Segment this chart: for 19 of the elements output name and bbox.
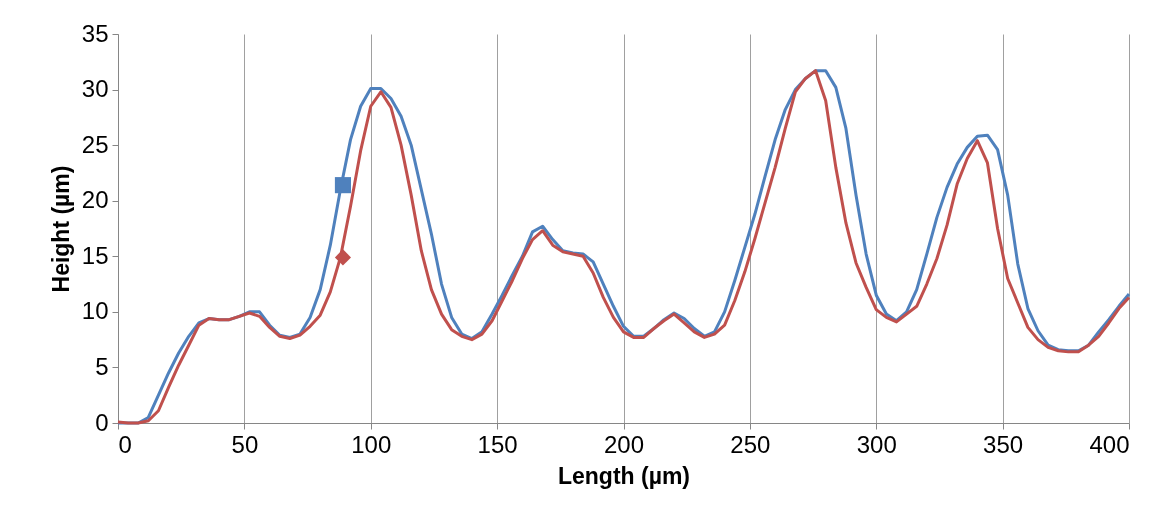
y-tick-label: 10 [81, 297, 109, 325]
x-tick-label: 400 [1089, 430, 1130, 458]
y-tick-label: 35 [81, 19, 109, 47]
x-tick-label: 250 [730, 430, 771, 458]
y-tick-label: 20 [81, 186, 109, 214]
x-tick-label: 300 [856, 430, 897, 458]
x-axis-title: Length (µm) [557, 462, 691, 489]
y-axis-title: Height (µm) [47, 165, 74, 293]
y-tick-label: 15 [81, 241, 109, 269]
x-tick-label: 50 [231, 430, 259, 458]
y-tick-label: 5 [95, 352, 109, 380]
y-tick-label: 25 [81, 130, 109, 158]
x-tick-label: 100 [351, 430, 392, 458]
x-tick-label: 200 [603, 430, 645, 458]
x-tick-label: 0 [118, 430, 132, 458]
y-tick-label: 0 [95, 408, 109, 436]
x-tick-label: 350 [983, 430, 1024, 458]
y-tick-label: 30 [81, 75, 109, 103]
x-tick-label: 150 [477, 430, 518, 458]
